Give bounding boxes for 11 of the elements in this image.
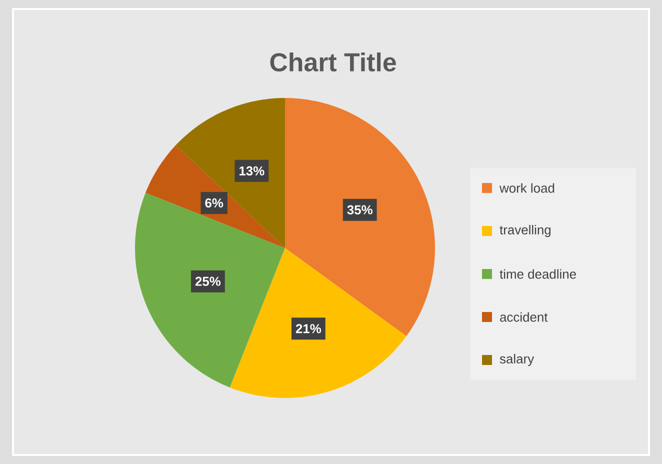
legend-label: time deadline bbox=[500, 269, 576, 279]
data-label: 13% bbox=[240, 166, 264, 176]
data-label: 6% bbox=[205, 198, 224, 208]
chart-title: Chart Title bbox=[270, 52, 396, 72]
legend-label: accident bbox=[500, 312, 548, 322]
legend-label: work load bbox=[500, 183, 554, 193]
legend-label: salary bbox=[500, 354, 534, 366]
data-label: 21% bbox=[296, 324, 322, 334]
legend-label: travelling bbox=[500, 224, 551, 238]
data-label: 25% bbox=[195, 276, 221, 286]
data-label: 35% bbox=[347, 205, 372, 214]
